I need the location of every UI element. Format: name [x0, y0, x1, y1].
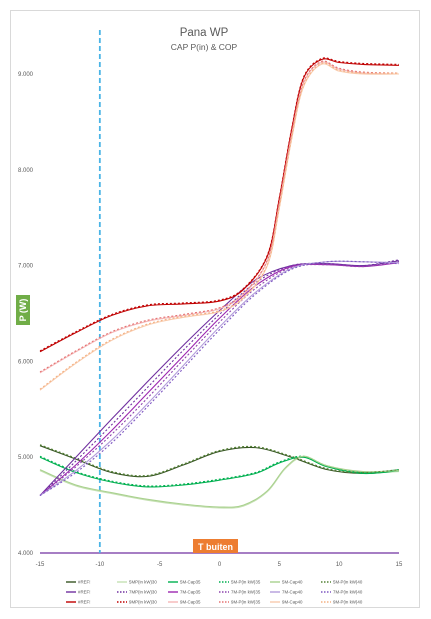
x-axis-label-box: T buiten: [193, 539, 238, 553]
y-tick-label: 6.000: [18, 359, 34, 365]
series-line-3: [39, 456, 400, 488]
y-tick-label: 5.000: [18, 455, 34, 461]
series-line-10: [39, 261, 400, 496]
x-axis-label-bg: [193, 539, 238, 553]
series-line-8: [39, 259, 400, 496]
y-axis-label-bg: [16, 295, 30, 325]
series-line-11: [39, 260, 400, 496]
y-tick-label: 7.000: [18, 264, 34, 270]
series-lines: [39, 57, 400, 509]
series-line-9: [39, 262, 400, 496]
x-tick-label: -5: [157, 562, 163, 568]
legend-label: 7M-P(in kW)40: [333, 590, 363, 595]
legend-label: 7MP(in kW)30: [129, 590, 157, 595]
x-axis-label: T buiten: [198, 542, 233, 552]
series-line-14: [39, 57, 400, 352]
y-tick-label: 9.000: [18, 72, 34, 78]
legend: #REF! 5MP(in kW)30 5M-Cap35 5M-P(in kW)35 5M…: [66, 580, 363, 605]
series-line-16: [39, 60, 400, 373]
legend-label: 9M-Cap35: [180, 600, 201, 605]
x-tick-label: 15: [396, 562, 403, 568]
series-line-1: [39, 445, 400, 478]
x-tick-label: 5: [278, 562, 282, 568]
legend-label: 5MP(in kW)30: [129, 580, 157, 585]
legend-label: 9M-Cap40: [282, 600, 303, 605]
chart-title: Pana WP: [180, 27, 229, 39]
legend-label: 7M-Cap35: [180, 590, 201, 595]
y-tick-label: 4.000: [18, 551, 34, 557]
legend-label: 5M-Cap35: [180, 580, 201, 585]
y-axis-label-box: P (W): [16, 295, 30, 325]
y-axis-label: P (W): [18, 299, 28, 322]
legend-label: #REF!: [78, 580, 90, 585]
legend-label: #REF!: [78, 600, 90, 605]
x-tick-label: 0: [218, 562, 222, 568]
legend-label: 5M-P(in kW)35: [231, 580, 261, 585]
series-line-17: [39, 63, 400, 391]
series-line-12: [39, 260, 400, 496]
legend-label: 9M-P(in kW)40: [333, 600, 363, 605]
legend-label: 9M-P(in kW)35: [231, 600, 261, 605]
series-line-7: [39, 260, 400, 496]
chart-frame: [10, 10, 420, 608]
x-tick-label: 10: [336, 562, 343, 568]
legend-label: 5M-Cap40: [282, 580, 303, 585]
x-tick-label: -10: [95, 562, 104, 568]
legend-label: 7M-Cap40: [282, 590, 303, 595]
series-line-2: [39, 456, 400, 509]
legend-label: 5M-P(in kW)40: [333, 580, 363, 585]
legend-label: 7M-P(in kW)35: [231, 590, 261, 595]
legend-label: #REF!: [78, 590, 90, 595]
legend-label: 9MP(in kW)30: [129, 600, 157, 605]
series-line-5: [39, 455, 400, 508]
x-tick-label: -15: [36, 562, 45, 568]
x-axis-ticks: -15 -10 -5 0 5 10 15: [36, 562, 403, 568]
series-line-18: [39, 62, 400, 390]
y-tick-label: 8.000: [18, 168, 34, 174]
y-axis-ticks: 4.000 5.000 6.000 7.000 8.000 9.000: [18, 72, 34, 557]
series-line-6: [39, 444, 400, 477]
chart-subtitle: CAP P(in) & COP: [171, 42, 238, 52]
